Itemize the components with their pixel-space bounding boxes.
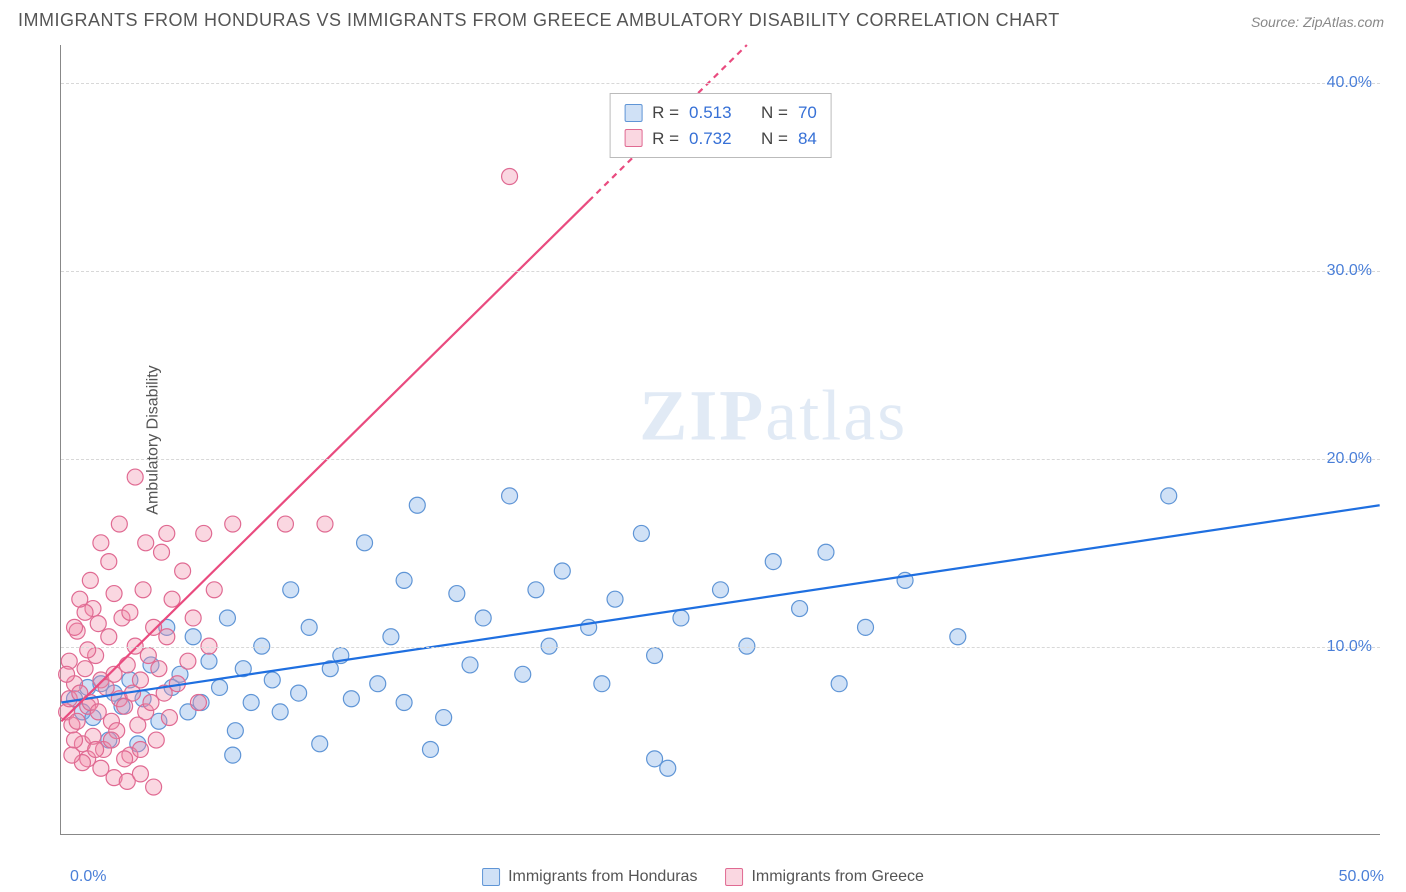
x-tick-max: 50.0% xyxy=(1339,868,1384,886)
y-tick-label: 20.0% xyxy=(1327,450,1372,468)
correlation-stats-box: R = 0.513 N = 70 R = 0.732 N = 84 xyxy=(609,93,832,158)
chart-plot-area: Ambulatory Disability ZIPatlas R = 0.513… xyxy=(60,45,1380,835)
source-attribution: Source: ZipAtlas.com xyxy=(1251,14,1384,30)
legend-label: Immigrants from Greece xyxy=(751,868,923,886)
y-tick-label: 40.0% xyxy=(1327,74,1372,92)
legend-item-greece: Immigrants from Greece xyxy=(725,868,923,886)
legend-swatch-icon xyxy=(482,868,500,886)
legend-label: Immigrants from Honduras xyxy=(508,868,697,886)
stats-swatch-greece xyxy=(624,129,642,147)
stats-swatch-honduras xyxy=(624,104,642,122)
legend-bottom: Immigrants from Honduras Immigrants from… xyxy=(482,868,924,886)
legend-item-honduras: Immigrants from Honduras xyxy=(482,868,697,886)
y-tick-label: 30.0% xyxy=(1327,262,1372,280)
chart-title: IMMIGRANTS FROM HONDURAS VS IMMIGRANTS F… xyxy=(18,10,1060,31)
y-tick-label: 10.0% xyxy=(1327,638,1372,656)
legend-swatch-icon xyxy=(725,868,743,886)
scatter-plot-svg xyxy=(61,45,1380,834)
x-tick-min: 0.0% xyxy=(70,868,106,886)
